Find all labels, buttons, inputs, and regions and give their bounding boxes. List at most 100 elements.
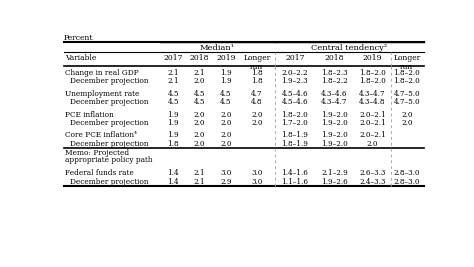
Text: 4.7: 4.7 [251, 90, 263, 98]
Text: 4.3–4.7: 4.3–4.7 [321, 98, 347, 106]
Text: 1.8: 1.8 [167, 140, 179, 148]
Text: 3.0: 3.0 [220, 169, 232, 177]
Text: 1.9–2.0: 1.9–2.0 [321, 140, 348, 148]
Text: December projection: December projection [71, 140, 149, 148]
Text: 1.8–2.0: 1.8–2.0 [393, 77, 420, 85]
Text: 2.0: 2.0 [401, 119, 412, 127]
Text: 1.9–2.0: 1.9–2.0 [321, 111, 348, 119]
Text: 2.0: 2.0 [220, 140, 232, 148]
Text: 1.4: 1.4 [167, 169, 179, 177]
Text: 2.1: 2.1 [167, 77, 179, 85]
Text: 4.5–4.6: 4.5–4.6 [282, 90, 308, 98]
Text: 2.0: 2.0 [220, 131, 232, 139]
Text: 2018: 2018 [190, 54, 210, 62]
Text: Median¹: Median¹ [200, 44, 235, 52]
Text: 1.4–1.6: 1.4–1.6 [282, 169, 308, 177]
Text: 2.8–3.0: 2.8–3.0 [393, 169, 420, 177]
Text: December projection: December projection [71, 178, 149, 186]
Text: 3.0: 3.0 [251, 178, 263, 186]
Text: 1.8–2.0: 1.8–2.0 [393, 69, 420, 77]
Text: 1.8: 1.8 [251, 77, 263, 85]
Text: Longer
run: Longer run [243, 54, 271, 71]
Text: 2017: 2017 [285, 54, 305, 62]
Text: 4.8: 4.8 [251, 98, 263, 106]
Text: 1.8–2.2: 1.8–2.2 [321, 77, 348, 85]
Text: 4.5: 4.5 [220, 90, 232, 98]
Text: 4.5: 4.5 [167, 98, 179, 106]
Text: 4.7–5.0: 4.7–5.0 [393, 90, 420, 98]
Text: December projection: December projection [71, 119, 149, 127]
Text: December projection: December projection [71, 77, 149, 85]
Text: 2019: 2019 [216, 54, 236, 62]
Text: Core PCE inflation⁴: Core PCE inflation⁴ [65, 131, 137, 139]
Text: 1.8–2.3: 1.8–2.3 [321, 69, 348, 77]
Text: 1.9–2.6: 1.9–2.6 [321, 178, 348, 186]
Text: Percent: Percent [64, 34, 93, 42]
Text: 2.0: 2.0 [194, 77, 205, 85]
Text: 1.8–2.0: 1.8–2.0 [282, 111, 308, 119]
Text: Variable: Variable [65, 54, 96, 62]
Text: 3.0: 3.0 [251, 169, 263, 177]
Text: 2.0: 2.0 [251, 119, 263, 127]
Text: 2.0–2.2: 2.0–2.2 [282, 69, 308, 77]
Text: 2.0: 2.0 [366, 140, 378, 148]
Text: 2.0: 2.0 [251, 111, 263, 119]
Text: 2.9: 2.9 [220, 178, 232, 186]
Text: 1.8–2.0: 1.8–2.0 [359, 77, 386, 85]
Text: 4.5: 4.5 [220, 98, 232, 106]
Text: 1.9: 1.9 [167, 111, 179, 119]
Text: 2.0–2.1: 2.0–2.1 [359, 119, 386, 127]
Text: 1.7–2.0: 1.7–2.0 [282, 119, 308, 127]
Text: 1.9: 1.9 [220, 69, 232, 77]
Text: PCE inflation: PCE inflation [65, 111, 114, 119]
Text: 2.1: 2.1 [167, 69, 179, 77]
Text: 2.0: 2.0 [401, 111, 412, 119]
Text: 2.0: 2.0 [194, 131, 205, 139]
Text: 1.9–2.3: 1.9–2.3 [282, 77, 308, 85]
Text: 4.5: 4.5 [194, 98, 205, 106]
Text: 2.8–3.0: 2.8–3.0 [393, 178, 420, 186]
Text: 2.0: 2.0 [220, 111, 232, 119]
Text: 2.0: 2.0 [194, 119, 205, 127]
Text: 1.9: 1.9 [167, 119, 179, 127]
Text: 2.0: 2.0 [220, 119, 232, 127]
Text: Change in real GDP: Change in real GDP [65, 69, 138, 77]
Text: 2017: 2017 [164, 54, 183, 62]
Text: Memo: Projected: Memo: Projected [65, 149, 129, 157]
Text: 4.5–4.6: 4.5–4.6 [282, 98, 308, 106]
Text: 1.9: 1.9 [167, 131, 179, 139]
Text: 1.8: 1.8 [251, 69, 263, 77]
Text: 4.3–4.8: 4.3–4.8 [359, 98, 386, 106]
Text: 1.8–1.9: 1.8–1.9 [282, 131, 308, 139]
Text: 1.9–2.0: 1.9–2.0 [321, 131, 348, 139]
Text: 2.0–2.1: 2.0–2.1 [359, 131, 386, 139]
Text: 1.1–1.6: 1.1–1.6 [282, 178, 309, 186]
Text: 2.1: 2.1 [194, 169, 205, 177]
Text: 1.9: 1.9 [220, 77, 232, 85]
Text: 1.9–2.0: 1.9–2.0 [321, 119, 348, 127]
Text: appropriate policy path: appropriate policy path [65, 156, 153, 164]
Text: Longer
run: Longer run [393, 54, 420, 71]
Text: 1.8–2.0: 1.8–2.0 [359, 69, 386, 77]
Text: 4.5: 4.5 [194, 90, 205, 98]
Text: Central tendency²: Central tendency² [311, 44, 387, 52]
Text: 2.1: 2.1 [194, 178, 205, 186]
Text: 4.5: 4.5 [167, 90, 179, 98]
Text: 2.0: 2.0 [194, 140, 205, 148]
Text: 1.8–1.9: 1.8–1.9 [282, 140, 308, 148]
Text: 2018: 2018 [325, 54, 344, 62]
Text: 2.0: 2.0 [194, 111, 205, 119]
Text: 2.0–2.1: 2.0–2.1 [359, 111, 386, 119]
Text: 2.1–2.9: 2.1–2.9 [321, 169, 348, 177]
Text: 2019: 2019 [363, 54, 382, 62]
Text: 2.1: 2.1 [194, 69, 205, 77]
Text: 4.3–4.6: 4.3–4.6 [321, 90, 347, 98]
Text: 4.3–4.7: 4.3–4.7 [359, 90, 386, 98]
Text: 4.7–5.0: 4.7–5.0 [393, 98, 420, 106]
Text: 2.6–3.3: 2.6–3.3 [359, 169, 385, 177]
Text: December projection: December projection [71, 98, 149, 106]
Text: 2.4–3.3: 2.4–3.3 [359, 178, 385, 186]
Text: 1.4: 1.4 [167, 178, 179, 186]
Text: Unemployment rate: Unemployment rate [65, 90, 139, 98]
Text: Federal funds rate: Federal funds rate [65, 169, 134, 177]
